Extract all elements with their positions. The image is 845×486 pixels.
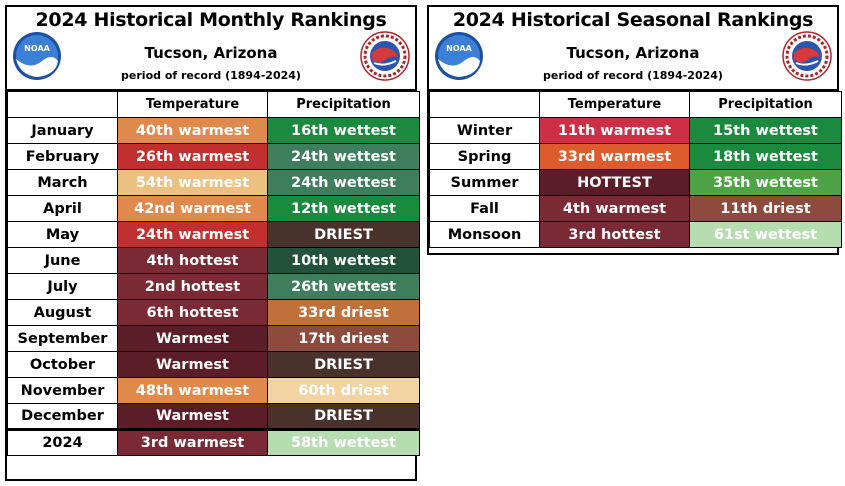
monthly-location: Tucson, Arizona: [144, 44, 278, 62]
monthly-temperature-rank: Warmest: [117, 325, 268, 352]
seasonal-temperature-rank: HOTTEST: [539, 169, 690, 196]
monthly-row-label: May: [7, 221, 118, 248]
monthly-row-label: November: [7, 377, 118, 404]
seasonal-header-row: Temperature Precipitation: [429, 91, 842, 118]
seasonal-table: Temperature Precipitation Winter 11th war…: [429, 91, 842, 248]
monthly-row: January 40th warmest 16th wettest: [7, 117, 420, 144]
seasonal-row-label: Winter: [429, 117, 540, 144]
monthly-precipitation-rank: 17th driest: [267, 325, 420, 352]
noaa-logo-icon: NOAA: [13, 32, 61, 80]
monthly-row-label: October: [7, 351, 118, 378]
monthly-precipitation-rank: DRIEST: [267, 351, 420, 378]
monthly-row-label: December: [7, 403, 118, 430]
monthly-temperature-rank: 6th hottest: [117, 299, 268, 326]
monthly-row: 2024 3rd warmest 58th wettest: [7, 428, 420, 456]
seasonal-row-label: Monsoon: [429, 221, 540, 248]
seasonal-temperature-header: Temperature: [539, 91, 690, 118]
seasonal-row-label: Fall: [429, 195, 540, 222]
monthly-temperature-rank: 54th warmest: [117, 169, 268, 196]
noaa-logo-text: NOAA: [24, 44, 50, 53]
monthly-period: period of record (1894-2024): [121, 69, 301, 82]
monthly-precipitation-rank: 12th wettest: [267, 195, 420, 222]
monthly-precipitation-rank: 60th driest: [267, 377, 420, 404]
monthly-row-label: January: [7, 117, 118, 144]
seasonal-row: Spring 33rd warmest 18th wettest: [429, 143, 842, 170]
seasonal-title: 2024 Historical Seasonal Rankings: [452, 9, 814, 31]
monthly-precipitation-rank: 26th wettest: [267, 273, 420, 300]
monthly-row: June 4th hottest 10th wettest: [7, 247, 420, 274]
monthly-row-label: July: [7, 273, 118, 300]
monthly-temperature-rank: 3rd warmest: [117, 428, 268, 456]
monthly-table: Temperature Precipitation January 40th wa…: [7, 91, 420, 456]
seasonal-temperature-rank: 4th warmest: [539, 195, 690, 222]
monthly-title: 2024 Historical Monthly Rankings: [35, 9, 387, 31]
monthly-temperature-rank: Warmest: [117, 403, 268, 430]
seasonal-blank-header: [429, 91, 540, 118]
monthly-row: May 24th warmest DRIEST: [7, 221, 420, 248]
monthly-row-label: April: [7, 195, 118, 222]
monthly-temperature-rank: 48th warmest: [117, 377, 268, 404]
seasonal-rankings-panel: 2024 Historical Seasonal Rankings Tucson…: [427, 5, 842, 255]
monthly-temperature-rank: 24th warmest: [117, 221, 268, 248]
seasonal-precipitation-rank: 18th wettest: [689, 143, 842, 170]
seasonal-row: Fall 4th warmest 11th driest: [429, 195, 842, 222]
monthly-row-label: February: [7, 143, 118, 170]
seasonal-precipitation-rank: 35th wettest: [689, 169, 842, 196]
monthly-rankings-panel: 2024 Historical Monthly Rankings Tucson,…: [5, 5, 420, 481]
monthly-row: August 6th hottest 33rd driest: [7, 299, 420, 326]
monthly-row-label: September: [7, 325, 118, 352]
monthly-header: 2024 Historical Monthly Rankings Tucson,…: [7, 7, 415, 91]
seasonal-temperature-rank: 11th warmest: [539, 117, 690, 144]
seasonal-row: Winter 11th warmest 15th wettest: [429, 117, 842, 144]
seasonal-temperature-rank: 3rd hottest: [539, 221, 690, 248]
monthly-temperature-rank: 26th warmest: [117, 143, 268, 170]
monthly-row-label: 2024: [7, 428, 118, 456]
monthly-blank-header: [7, 91, 118, 118]
monthly-precipitation-rank: DRIEST: [267, 403, 420, 430]
noaa-logo-icon: NOAA: [435, 32, 483, 80]
seasonal-precipitation-rank: 11th driest: [689, 195, 842, 222]
monthly-precipitation-rank: 58th wettest: [267, 428, 420, 456]
monthly-row: March 54th warmest 24th wettest: [7, 169, 420, 196]
seasonal-temperature-rank: 33rd warmest: [539, 143, 690, 170]
monthly-precipitation-rank: 10th wettest: [267, 247, 420, 274]
seasonal-period: period of record (1894-2024): [543, 69, 723, 82]
monthly-row: November 48th warmest 60th driest: [7, 377, 420, 404]
monthly-row: October Warmest DRIEST: [7, 351, 420, 378]
monthly-row-label: August: [7, 299, 118, 326]
monthly-row: April 42nd warmest 12th wettest: [7, 195, 420, 222]
seasonal-row: Summer HOTTEST 35th wettest: [429, 169, 842, 196]
monthly-row: September Warmest 17th driest: [7, 325, 420, 352]
monthly-precipitation-header: Precipitation: [267, 91, 420, 118]
seasonal-header: 2024 Historical Seasonal Rankings Tucson…: [429, 7, 837, 91]
monthly-temperature-rank: 2nd hottest: [117, 273, 268, 300]
monthly-temperature-header: Temperature: [117, 91, 268, 118]
monthly-temperature-rank: 40th warmest: [117, 117, 268, 144]
monthly-temperature-rank: 42nd warmest: [117, 195, 268, 222]
nws-logo-icon: [782, 31, 832, 81]
monthly-precipitation-rank: 24th wettest: [267, 169, 420, 196]
nws-logo-icon: [360, 31, 410, 81]
seasonal-row: Monsoon 3rd hottest 61st wettest: [429, 221, 842, 248]
seasonal-row-label: Summer: [429, 169, 540, 196]
monthly-precipitation-rank: 33rd driest: [267, 299, 420, 326]
monthly-temperature-rank: Warmest: [117, 351, 268, 378]
seasonal-row-label: Spring: [429, 143, 540, 170]
monthly-row: February 26th warmest 24th wettest: [7, 143, 420, 170]
monthly-temperature-rank: 4th hottest: [117, 247, 268, 274]
monthly-row: December Warmest DRIEST: [7, 403, 420, 430]
seasonal-location: Tucson, Arizona: [566, 44, 700, 62]
monthly-row: July 2nd hottest 26th wettest: [7, 273, 420, 300]
monthly-precipitation-rank: 16th wettest: [267, 117, 420, 144]
monthly-header-row: Temperature Precipitation: [7, 91, 420, 118]
seasonal-precipitation-rank: 61st wettest: [689, 221, 842, 248]
seasonal-precipitation-header: Precipitation: [689, 91, 842, 118]
seasonal-precipitation-rank: 15th wettest: [689, 117, 842, 144]
monthly-precipitation-rank: DRIEST: [267, 221, 420, 248]
monthly-precipitation-rank: 24th wettest: [267, 143, 420, 170]
noaa-logo-text: NOAA: [446, 44, 472, 53]
monthly-row-label: March: [7, 169, 118, 196]
monthly-row-label: June: [7, 247, 118, 274]
